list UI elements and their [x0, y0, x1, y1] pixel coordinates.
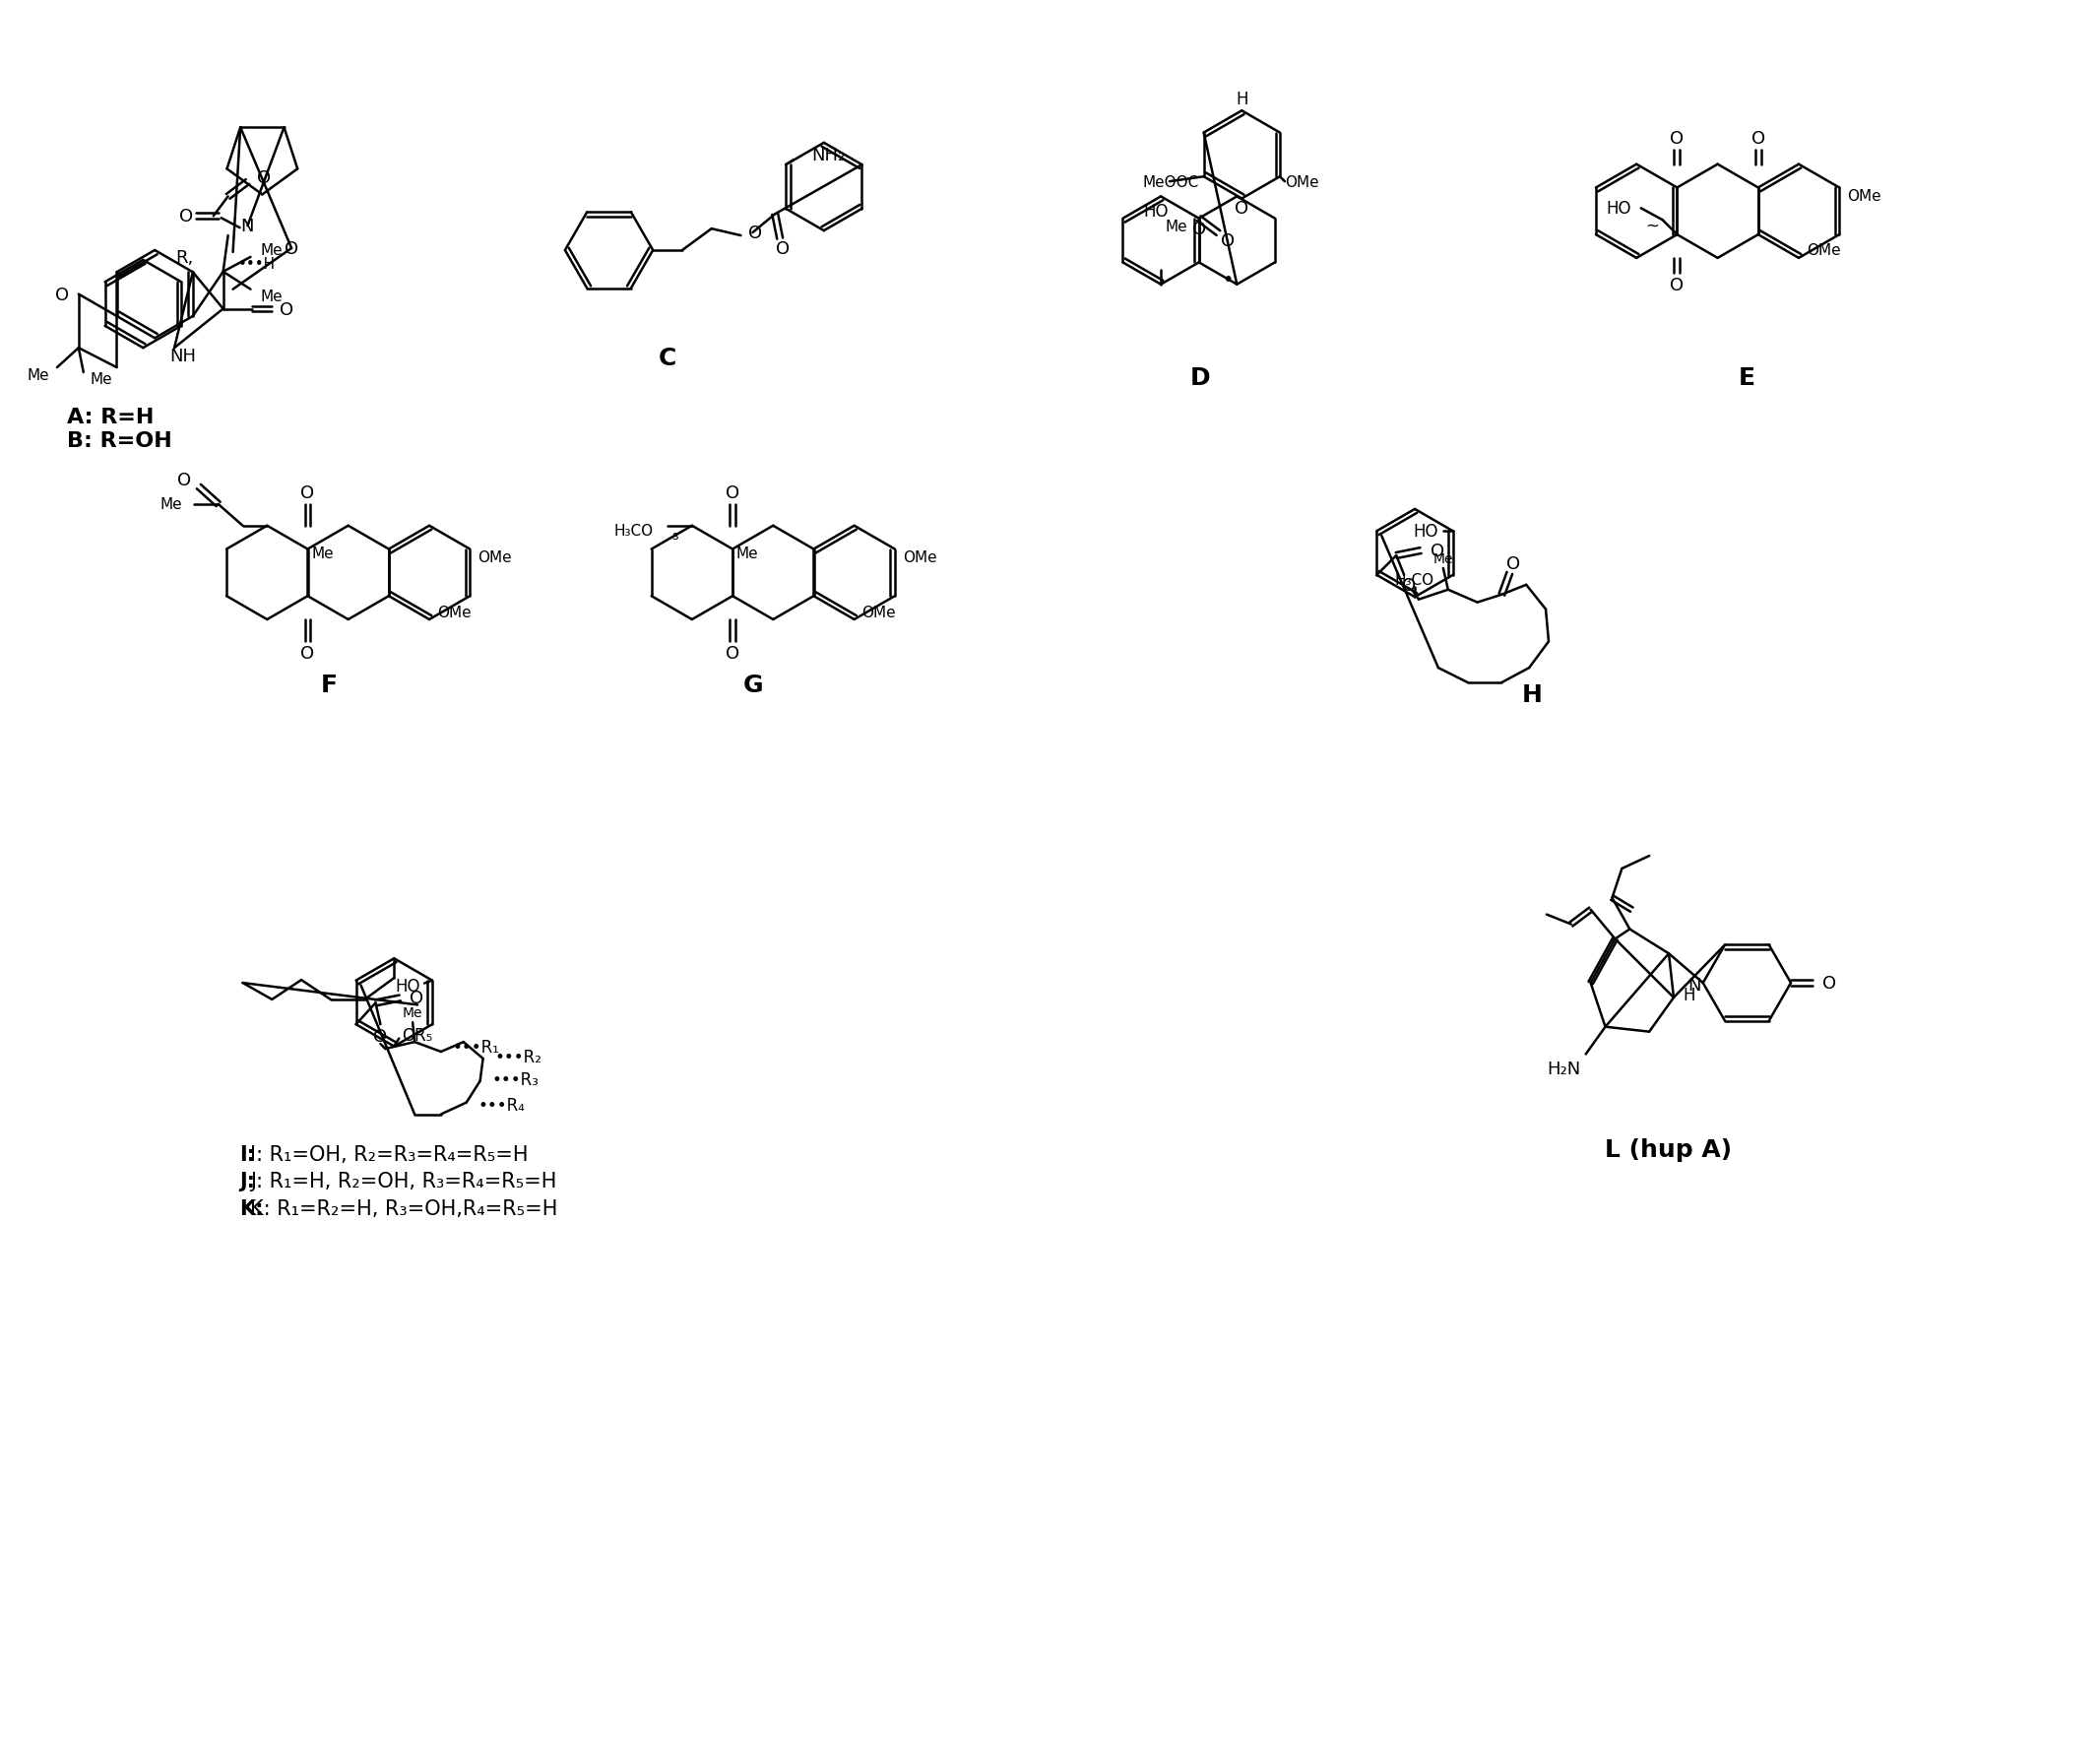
Text: O: O	[1235, 200, 1250, 217]
Text: H: H	[1682, 987, 1695, 1004]
Text: O: O	[300, 485, 315, 502]
Text: •••R₄: •••R₄	[479, 1096, 525, 1113]
Text: •••R₂: •••R₂	[496, 1047, 542, 1067]
Text: OMe: OMe	[437, 604, 470, 620]
Text: HO: HO	[1413, 523, 1438, 540]
Text: Me: Me	[1432, 552, 1453, 566]
Text: A: R=H: A: R=H	[67, 406, 153, 427]
Text: OMe: OMe	[861, 604, 897, 620]
Text: OMe: OMe	[903, 551, 937, 565]
Text: N: N	[1688, 976, 1701, 994]
Text: OMe: OMe	[1285, 175, 1319, 189]
Text: J: R₁=H, R₂=OH, R₃=R₄=R₅=H: J: R₁=H, R₂=OH, R₃=R₄=R₅=H	[250, 1171, 557, 1192]
Text: O: O	[55, 287, 69, 304]
Text: HO: HO	[1142, 203, 1168, 221]
Text: H: H	[1235, 90, 1247, 109]
Text: •••R₃: •••R₃	[491, 1070, 540, 1089]
Text: O: O	[374, 1028, 386, 1046]
Text: Me: Me	[27, 368, 48, 384]
Text: O: O	[775, 240, 790, 257]
Text: H₂N: H₂N	[1548, 1060, 1581, 1079]
Text: Me: Me	[160, 497, 183, 512]
Text: s: s	[672, 530, 678, 542]
Text: NH: NH	[170, 347, 195, 365]
Text: O: O	[1193, 221, 1205, 238]
Text: B: R=OH: B: R=OH	[67, 431, 172, 452]
Text: NH₂: NH₂	[811, 148, 844, 165]
Text: O: O	[727, 644, 739, 662]
Text: Me: Me	[737, 545, 758, 561]
Text: I:: I:	[239, 1145, 256, 1164]
Text: K:: K:	[239, 1199, 265, 1219]
Text: H₃CO: H₃CO	[613, 525, 653, 538]
Text: G: G	[743, 674, 764, 697]
Text: O: O	[727, 485, 739, 502]
Text: C: C	[659, 346, 676, 370]
Text: O: O	[258, 168, 271, 186]
Text: O: O	[286, 240, 298, 257]
Text: Me: Me	[1166, 219, 1186, 234]
Text: Me: Me	[260, 243, 284, 259]
Text: HO: HO	[395, 976, 420, 995]
Text: ~: ~	[1646, 217, 1659, 234]
Text: Me: Me	[90, 372, 113, 387]
Text: I: R₁=OH, R₂=R₃=R₄=R₅=H: I: R₁=OH, R₂=R₃=R₄=R₅=H	[250, 1145, 529, 1164]
Text: O: O	[1670, 130, 1684, 148]
Text: O: O	[1403, 577, 1415, 594]
Text: O: O	[279, 301, 294, 318]
Text: H: H	[1522, 683, 1541, 707]
Text: O: O	[1751, 130, 1766, 148]
Text: MeOOC: MeOOC	[1142, 175, 1199, 189]
Text: Me: Me	[403, 1006, 422, 1020]
Text: E: E	[1739, 367, 1756, 389]
Text: •: •	[1222, 271, 1233, 290]
Text: O: O	[410, 990, 424, 1007]
Text: R,: R,	[176, 248, 193, 266]
Text: HO: HO	[1607, 200, 1632, 217]
Text: O: O	[178, 208, 193, 226]
Text: •••R₁: •••R₁	[454, 1039, 500, 1056]
Text: O: O	[1823, 974, 1835, 992]
Text: O: O	[1670, 276, 1684, 294]
Text: J:: J:	[239, 1171, 256, 1192]
Text: OMe: OMe	[1806, 243, 1840, 259]
Text: O: O	[300, 644, 315, 662]
Text: O: O	[176, 471, 191, 490]
Text: N: N	[242, 217, 254, 236]
Text: Me: Me	[311, 545, 334, 561]
Text: OMe: OMe	[1848, 189, 1882, 203]
Text: O: O	[1222, 231, 1235, 250]
Text: O: O	[1506, 556, 1520, 573]
Text: L (hup A): L (hup A)	[1604, 1138, 1732, 1160]
Text: K: R₁=R₂=H, R₃=OH,R₄=R₅=H: K: R₁=R₂=H, R₃=OH,R₄=R₅=H	[250, 1199, 559, 1219]
Text: D: D	[1191, 367, 1210, 389]
Text: O: O	[750, 224, 762, 241]
Text: H₃CO: H₃CO	[1394, 573, 1434, 587]
Text: O: O	[1430, 542, 1445, 559]
Text: F: F	[321, 674, 338, 697]
Text: Me: Me	[260, 290, 284, 304]
Text: •••H: •••H	[237, 257, 275, 273]
Text: OMe: OMe	[479, 551, 512, 565]
Text: OR₅: OR₅	[401, 1027, 433, 1044]
